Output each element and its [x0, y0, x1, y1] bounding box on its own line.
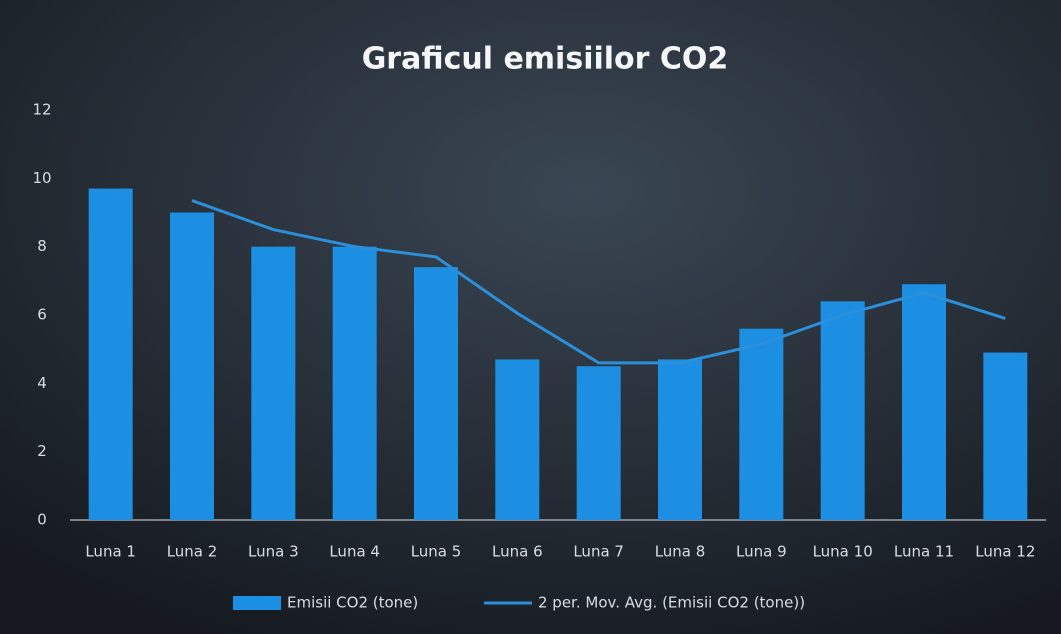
bar — [739, 328, 784, 520]
bar — [495, 359, 540, 520]
y-tick-label: 8 — [37, 237, 47, 255]
x-tick-label: Luna 12 — [975, 543, 1035, 561]
bar — [576, 366, 621, 520]
y-tick-label: 0 — [37, 511, 47, 529]
bar — [332, 246, 377, 520]
bar — [88, 188, 133, 521]
x-tick-label: Luna 2 — [167, 543, 218, 561]
bar — [983, 352, 1028, 520]
legend-label: Emisii CO2 (tone) — [287, 594, 418, 612]
bar — [414, 267, 458, 520]
y-tick-label: 10 — [32, 169, 51, 187]
y-tick-label: 12 — [32, 101, 51, 119]
x-tick-label: Luna 8 — [655, 543, 706, 561]
bar — [251, 246, 296, 520]
chart-title: Graficul emisiilor CO2 — [362, 42, 729, 77]
x-tick-label: Luna 1 — [85, 543, 136, 561]
legend-label: 2 per. Mov. Avg. (Emisii CO2 (tone)) — [538, 594, 805, 612]
y-tick-label: 4 — [37, 374, 47, 392]
y-tick-label: 6 — [37, 306, 47, 324]
y-tick-label: 2 — [37, 442, 47, 460]
legend-swatch — [233, 596, 281, 610]
bar — [820, 301, 865, 520]
moving-average-line — [191, 199, 1006, 365]
x-tick-label: Luna 10 — [813, 543, 873, 561]
x-tick-label: Luna 7 — [573, 543, 624, 561]
x-tick-label: Luna 9 — [736, 543, 787, 561]
x-tick-label: Luna 5 — [411, 543, 462, 561]
x-tick-label: Luna 11 — [894, 543, 954, 561]
bar — [170, 212, 214, 520]
x-tick-label: Luna 3 — [248, 543, 299, 561]
bar — [658, 359, 702, 520]
x-tick-label: Luna 6 — [492, 543, 543, 561]
bar — [902, 284, 946, 520]
x-tick-label: Luna 4 — [329, 543, 380, 561]
